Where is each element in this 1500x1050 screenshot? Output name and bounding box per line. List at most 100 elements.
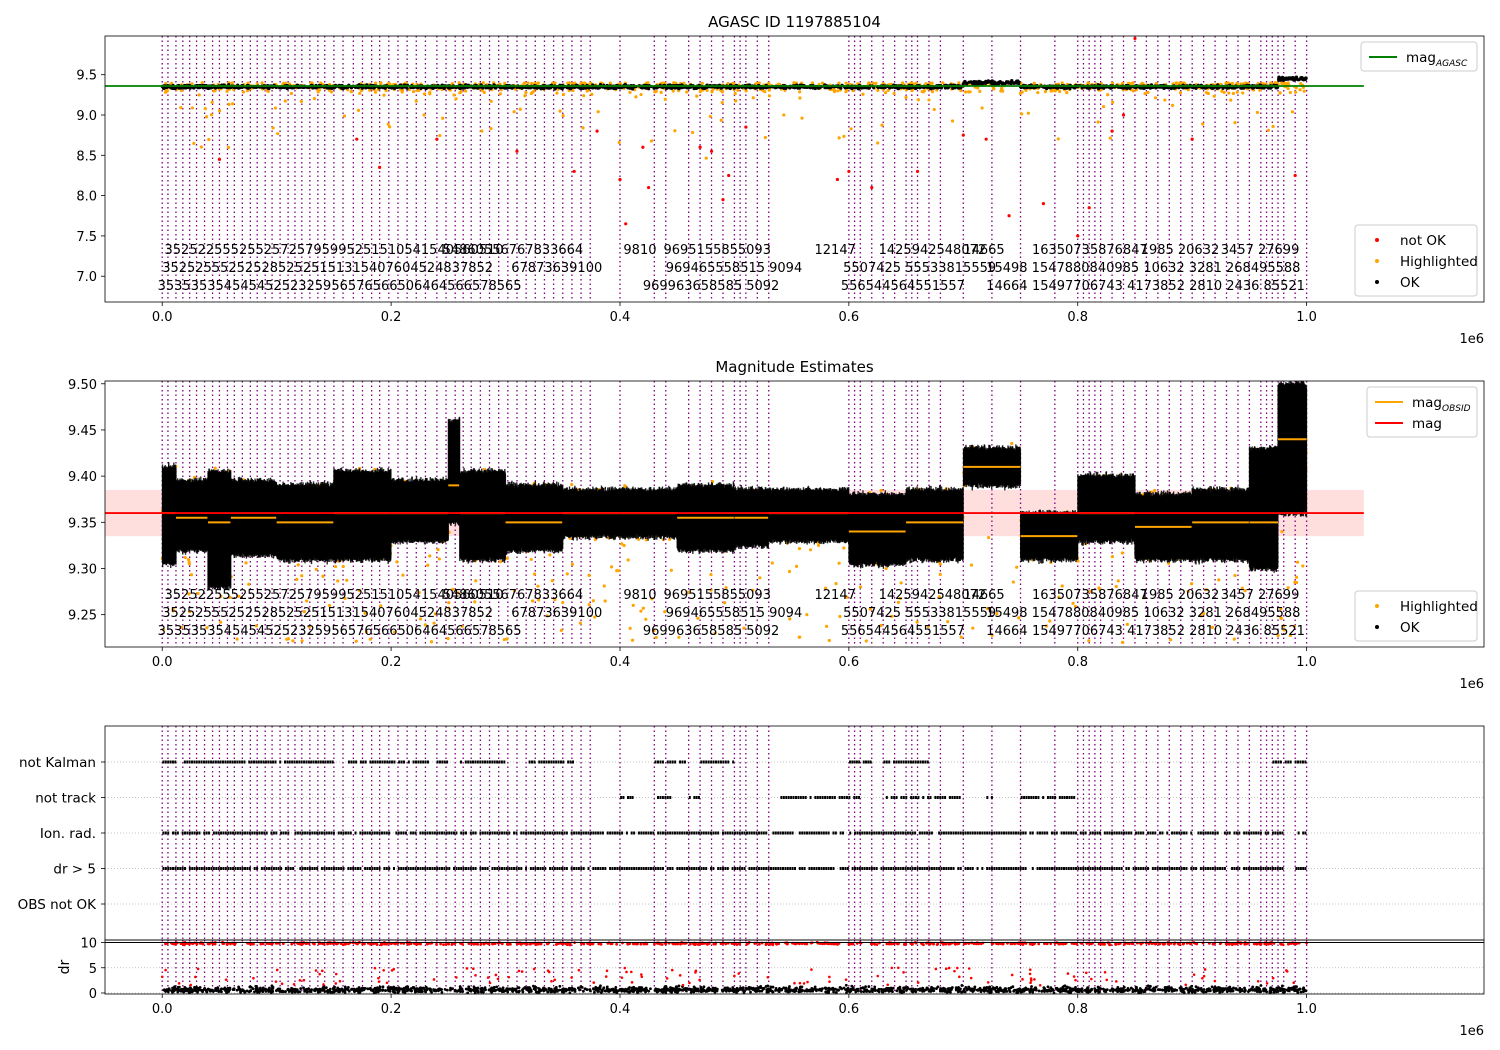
- not-ok-point: [515, 149, 519, 153]
- highlighted-point: [892, 91, 896, 96]
- ok-point: [179, 86, 183, 90]
- y-tick-label: 9.5: [76, 69, 97, 84]
- highlighted-point: [225, 89, 229, 93]
- highlighted-point: [536, 81, 540, 85]
- ok-point: [979, 80, 983, 84]
- highlighted-outlier-point: [1279, 616, 1283, 620]
- highlighted-outlier-point: [1076, 559, 1080, 563]
- highlighted-outlier-point: [899, 581, 903, 585]
- ok-point: [1225, 86, 1229, 90]
- highlighted-outlier-point: [1217, 578, 1221, 582]
- highlighted-point: [695, 94, 699, 98]
- highlighted-point: [590, 92, 594, 96]
- highlighted-point: [927, 98, 931, 102]
- highlighted-point: [567, 81, 572, 85]
- not-ok-point: [1121, 113, 1126, 117]
- highlighted-point: [836, 89, 840, 93]
- obsid-label: 9695155855093: [663, 243, 771, 258]
- highlighted-outlier-point: [537, 598, 541, 602]
- not-ok-point: [1041, 202, 1046, 206]
- y-tick-label: 9.0: [76, 109, 97, 124]
- highlighted-point: [1146, 90, 1150, 95]
- highlighted-outlier-point: [368, 637, 372, 641]
- highlighted-point: [1271, 124, 1275, 129]
- highlighted-point: [1266, 128, 1270, 132]
- highlighted-point: [1212, 94, 1216, 98]
- ok-point: [1003, 82, 1007, 86]
- highlighted-outlier-point: [244, 561, 248, 565]
- highlighted-point: [1293, 90, 1298, 94]
- highlighted-outlier-point: [938, 572, 942, 577]
- highlighted-outlier-point: [742, 626, 746, 630]
- highlighted-outlier-point: [1189, 582, 1194, 586]
- highlighted-point: [832, 89, 837, 94]
- highlighted-outlier-point: [187, 560, 191, 564]
- highlighted-point: [1258, 88, 1262, 92]
- highlighted-point: [842, 546, 846, 550]
- highlighted-outlier-point: [363, 611, 367, 615]
- highlighted-outlier-point: [639, 609, 643, 613]
- highlighted-outlier-point: [446, 636, 450, 641]
- highlighted-outlier-point: [333, 564, 338, 569]
- not-ok-point: [435, 137, 439, 141]
- highlighted-point: [1153, 96, 1158, 100]
- not-ok-point: [1190, 137, 1194, 141]
- highlighted-outlier-point: [512, 589, 517, 593]
- not-ok-point: [624, 222, 628, 226]
- highlighted-point: [1302, 89, 1306, 93]
- highlighted-outlier-point: [295, 577, 299, 581]
- highlighted-outlier-point: [1186, 589, 1190, 594]
- not-ok-point: [709, 149, 714, 153]
- highlighted-point: [704, 156, 708, 160]
- ok-point: [989, 81, 993, 85]
- highlighted-outlier-point: [447, 606, 451, 610]
- highlighted-point: [428, 92, 432, 96]
- highlighted-outlier-point: [426, 563, 430, 567]
- highlighted-point: [883, 91, 888, 95]
- not-ok-point: [618, 177, 622, 182]
- highlighted-point: [441, 116, 445, 120]
- highlighted-point: [260, 81, 264, 85]
- highlighted-outlier-point: [898, 596, 902, 601]
- ok-point: [1068, 87, 1072, 91]
- highlighted-outlier-point: [1202, 611, 1206, 616]
- highlighted-point: [523, 94, 527, 98]
- highlighted-outlier-point: [437, 557, 441, 561]
- highlighted-point: [1163, 98, 1167, 102]
- highlighted-point: [1127, 81, 1131, 85]
- x-tick-label: 0.4: [610, 310, 631, 325]
- highlighted-point: [1108, 136, 1112, 140]
- highlighted-outlier-point: [609, 565, 614, 569]
- highlighted-point: [732, 82, 736, 86]
- highlighted-point: [672, 81, 676, 85]
- highlighted-point: [767, 81, 771, 86]
- highlighted-outlier-point: [1243, 589, 1247, 593]
- highlighted-outlier-point: [1295, 560, 1300, 564]
- highlighted-outlier-point: [1015, 565, 1019, 569]
- highlighted-outlier-point: [429, 640, 434, 644]
- y-tick-label: 8.5: [76, 149, 97, 164]
- highlighted-point: [1086, 81, 1090, 85]
- highlighted-point: [571, 88, 575, 92]
- highlighted-point: [1229, 98, 1233, 102]
- highlighted-point: [1032, 81, 1036, 85]
- highlighted-outlier-point: [1210, 625, 1215, 629]
- highlighted-point: [719, 118, 723, 122]
- legend-label: not OK: [1400, 233, 1447, 249]
- highlighted-outlier-point: [189, 573, 194, 577]
- highlighted-point: [1286, 87, 1290, 91]
- highlighted-outlier-point: [985, 607, 990, 611]
- highlighted-point: [1131, 89, 1135, 93]
- highlighted-point: [273, 106, 278, 110]
- highlighted-point: [880, 123, 884, 127]
- highlighted-outlier-point: [1204, 588, 1209, 592]
- ok-point: [728, 86, 732, 90]
- highlighted-outlier-point: [794, 564, 799, 568]
- legend-dot-swatch: [1375, 259, 1379, 263]
- highlighted-point: [767, 94, 772, 98]
- highlighted-point: [628, 90, 632, 94]
- highlighted-point: [1053, 89, 1057, 93]
- ok-point: [1275, 86, 1279, 90]
- obsid-label: 16350735876847: [1032, 243, 1148, 258]
- ok-point: [896, 87, 901, 91]
